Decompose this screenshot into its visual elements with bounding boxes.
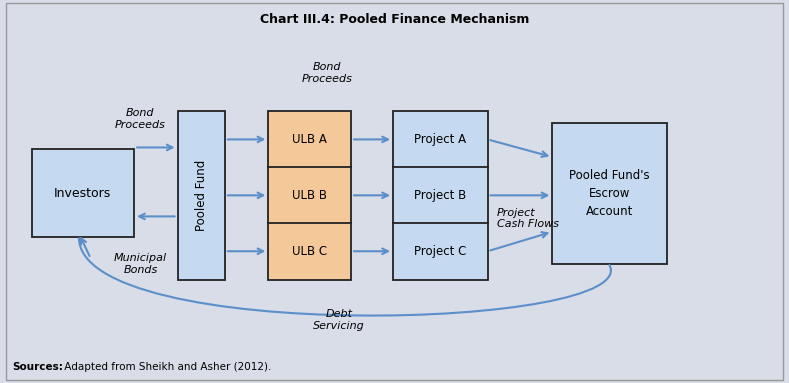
Text: Project B: Project B — [414, 189, 466, 202]
Text: Bond
Proceeds: Bond Proceeds — [302, 62, 353, 83]
Text: ULB B: ULB B — [292, 189, 327, 202]
Text: Pooled Fund: Pooled Fund — [195, 160, 208, 231]
Text: Adapted from Sheikh and Asher (2012).: Adapted from Sheikh and Asher (2012). — [61, 362, 271, 372]
FancyBboxPatch shape — [32, 149, 134, 237]
Text: Investors: Investors — [54, 187, 111, 200]
FancyBboxPatch shape — [268, 111, 351, 280]
Text: ULB A: ULB A — [292, 133, 327, 146]
Text: Project A: Project A — [414, 133, 466, 146]
Text: Sources:: Sources: — [12, 362, 62, 372]
Text: Bond
Proceeds: Bond Proceeds — [115, 108, 166, 129]
Text: Pooled Fund's
Escrow
Account: Pooled Fund's Escrow Account — [569, 169, 650, 218]
Text: Chart III.4: Pooled Finance Mechanism: Chart III.4: Pooled Finance Mechanism — [260, 13, 529, 26]
Text: ULB C: ULB C — [292, 245, 327, 258]
Text: Debt
Servicing: Debt Servicing — [313, 309, 365, 331]
Text: Project
Cash Flows: Project Cash Flows — [497, 208, 559, 229]
Text: Municipal
Bonds: Municipal Bonds — [114, 254, 167, 275]
FancyBboxPatch shape — [393, 111, 488, 280]
Text: Project C: Project C — [414, 245, 466, 258]
FancyBboxPatch shape — [178, 111, 225, 280]
FancyBboxPatch shape — [552, 123, 667, 264]
